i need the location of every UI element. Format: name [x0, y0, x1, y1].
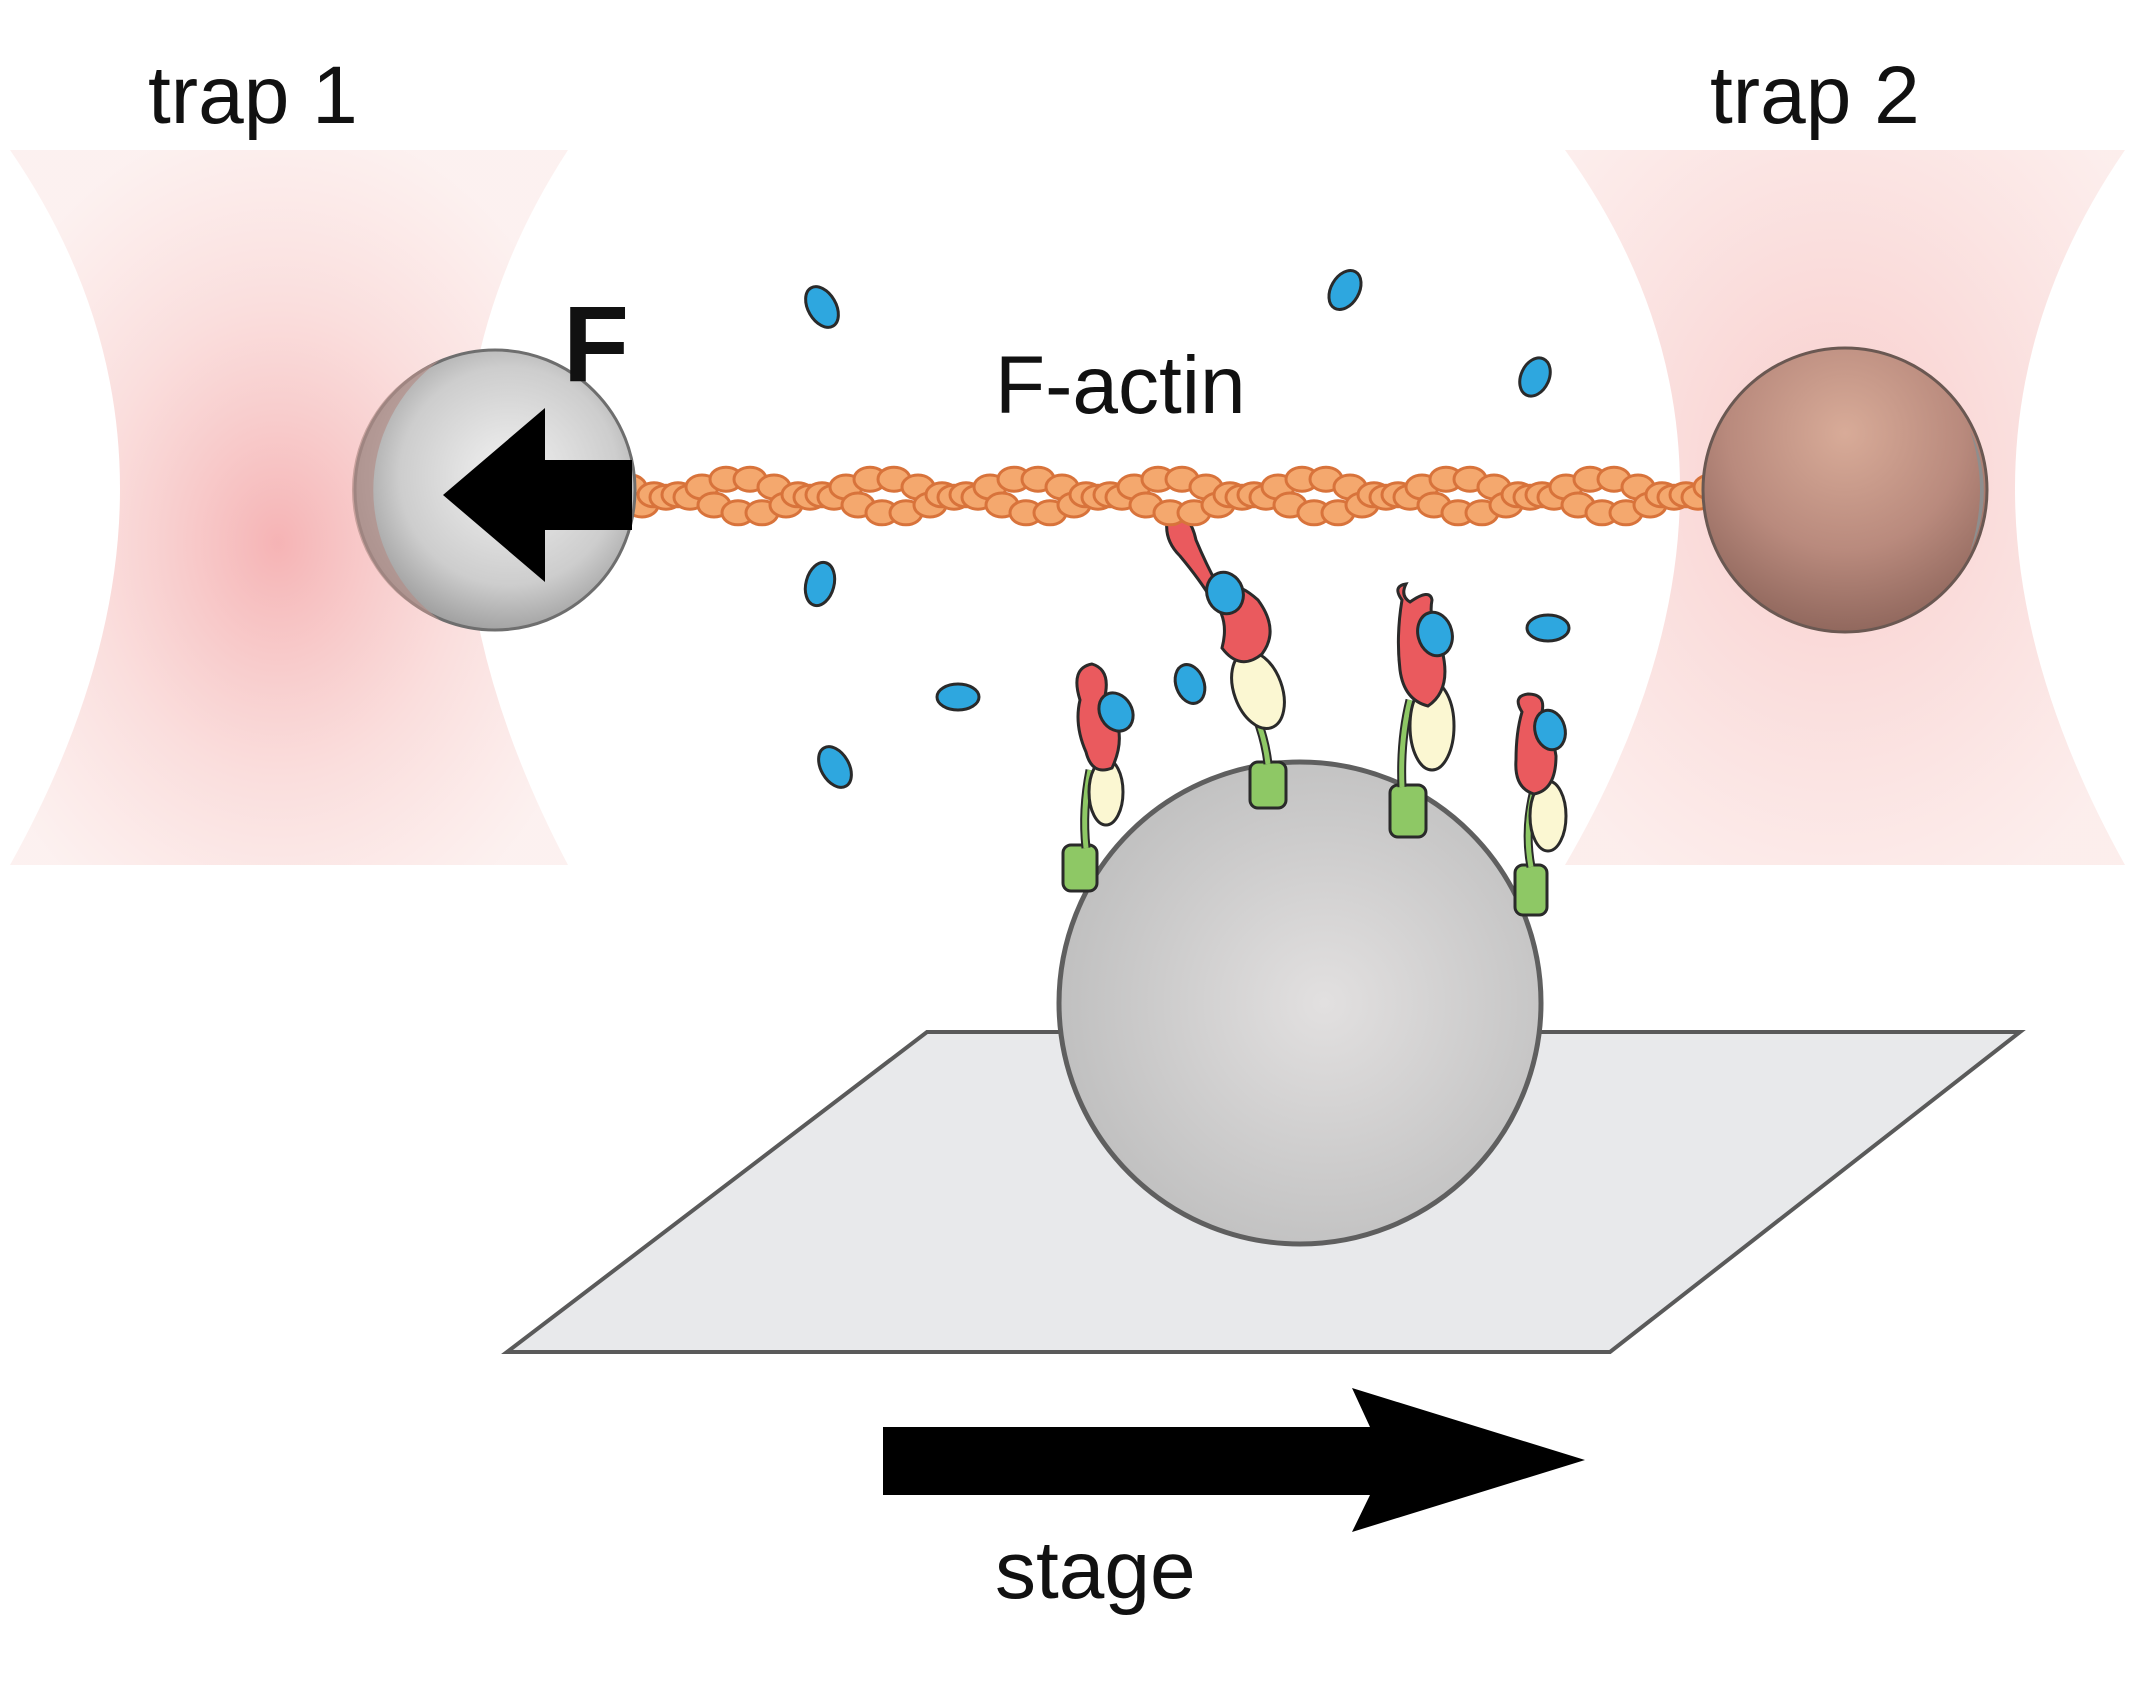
trap-1-label: trap 1 [148, 50, 358, 141]
left-arrow-icon [443, 408, 632, 582]
myosin-molecules [1061, 508, 1568, 917]
myosin-1 [1061, 662, 1135, 893]
trapped-bead-left-shade [351, 360, 440, 620]
trapped-bead-right [1701, 346, 1989, 634]
force-label: F [563, 283, 629, 404]
f-actin-label: F-actin [995, 340, 1246, 431]
nucleotides [803, 269, 1571, 789]
myosin-3 [1388, 582, 1456, 839]
myosin-2 [1165, 508, 1288, 810]
trap-1-beam [10, 150, 568, 865]
trapped-bead-right-edge [1970, 430, 1984, 552]
myosin-4 [1513, 692, 1568, 917]
trap-2-label: trap 2 [1710, 50, 1920, 141]
stage-label: stage [995, 1525, 1196, 1616]
actin-filament [612, 465, 1740, 527]
right-arrow-icon [883, 1388, 1585, 1532]
pedestal-bead [1056, 759, 1544, 1247]
